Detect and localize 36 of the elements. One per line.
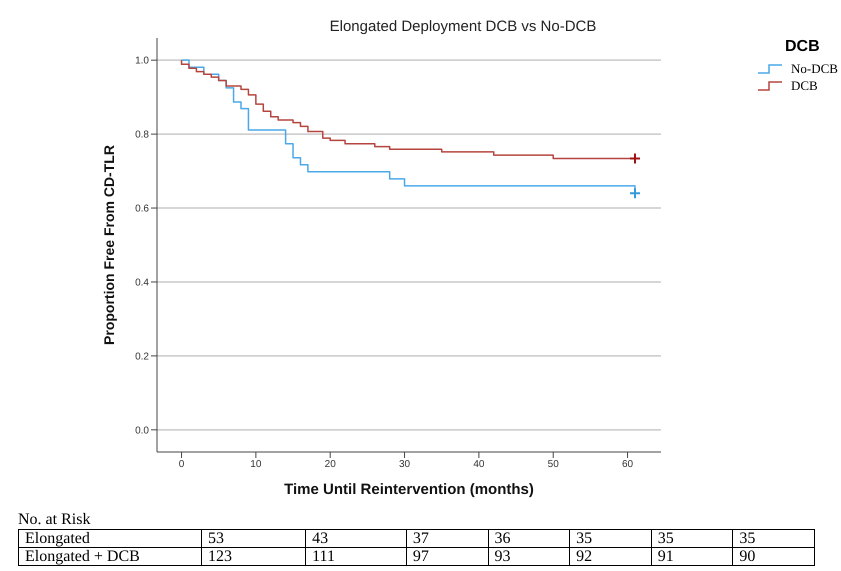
x-tick-label: 10 bbox=[250, 459, 262, 470]
text: 53 bbox=[202, 530, 306, 548]
y-tick-label: 0.8 bbox=[135, 130, 150, 141]
legend-title: DCB bbox=[785, 38, 821, 56]
legend-label: No-DCB bbox=[791, 60, 838, 76]
y-tick-label: 1.0 bbox=[135, 56, 150, 67]
text: 92 bbox=[570, 548, 652, 566]
x-tick-label: 30 bbox=[398, 459, 411, 470]
y-tick-label: 0.6 bbox=[135, 204, 150, 215]
text: 35 bbox=[651, 530, 733, 548]
text: 91 bbox=[651, 548, 733, 566]
text: 111 bbox=[306, 548, 406, 566]
text: 35 bbox=[732, 530, 814, 548]
text: 36 bbox=[488, 530, 570, 548]
y-tick-label: 0.2 bbox=[135, 351, 150, 362]
text: 93 bbox=[488, 548, 570, 566]
y-tick-label: 0.0 bbox=[135, 425, 150, 436]
x-tick-label: 20 bbox=[324, 459, 336, 470]
text: 123 bbox=[202, 548, 306, 566]
x-axis-title: Time Until Reintervention (months) bbox=[284, 481, 534, 498]
text: Elongated bbox=[18, 530, 202, 548]
x-tick-label: 60 bbox=[622, 459, 634, 470]
y-axis-title: Proportion Free From CD-TLR bbox=[100, 145, 117, 345]
x-tick-label: 0 bbox=[178, 459, 185, 470]
text: No. at Risk bbox=[18, 511, 92, 529]
text: Elongated + DCB bbox=[18, 548, 202, 566]
text: 43 bbox=[306, 530, 406, 548]
y-tick-label: 0.4 bbox=[135, 278, 150, 289]
text: 37 bbox=[406, 530, 488, 548]
x-tick-label: 40 bbox=[473, 459, 485, 470]
text: 90 bbox=[732, 548, 814, 566]
x-tick-label: 50 bbox=[548, 459, 560, 470]
legend-label: DCB bbox=[791, 78, 818, 94]
text: 97 bbox=[406, 548, 488, 566]
chart-title: Elongated Deployment DCB vs No-DCB bbox=[328, 18, 598, 35]
text: 35 bbox=[570, 530, 652, 548]
